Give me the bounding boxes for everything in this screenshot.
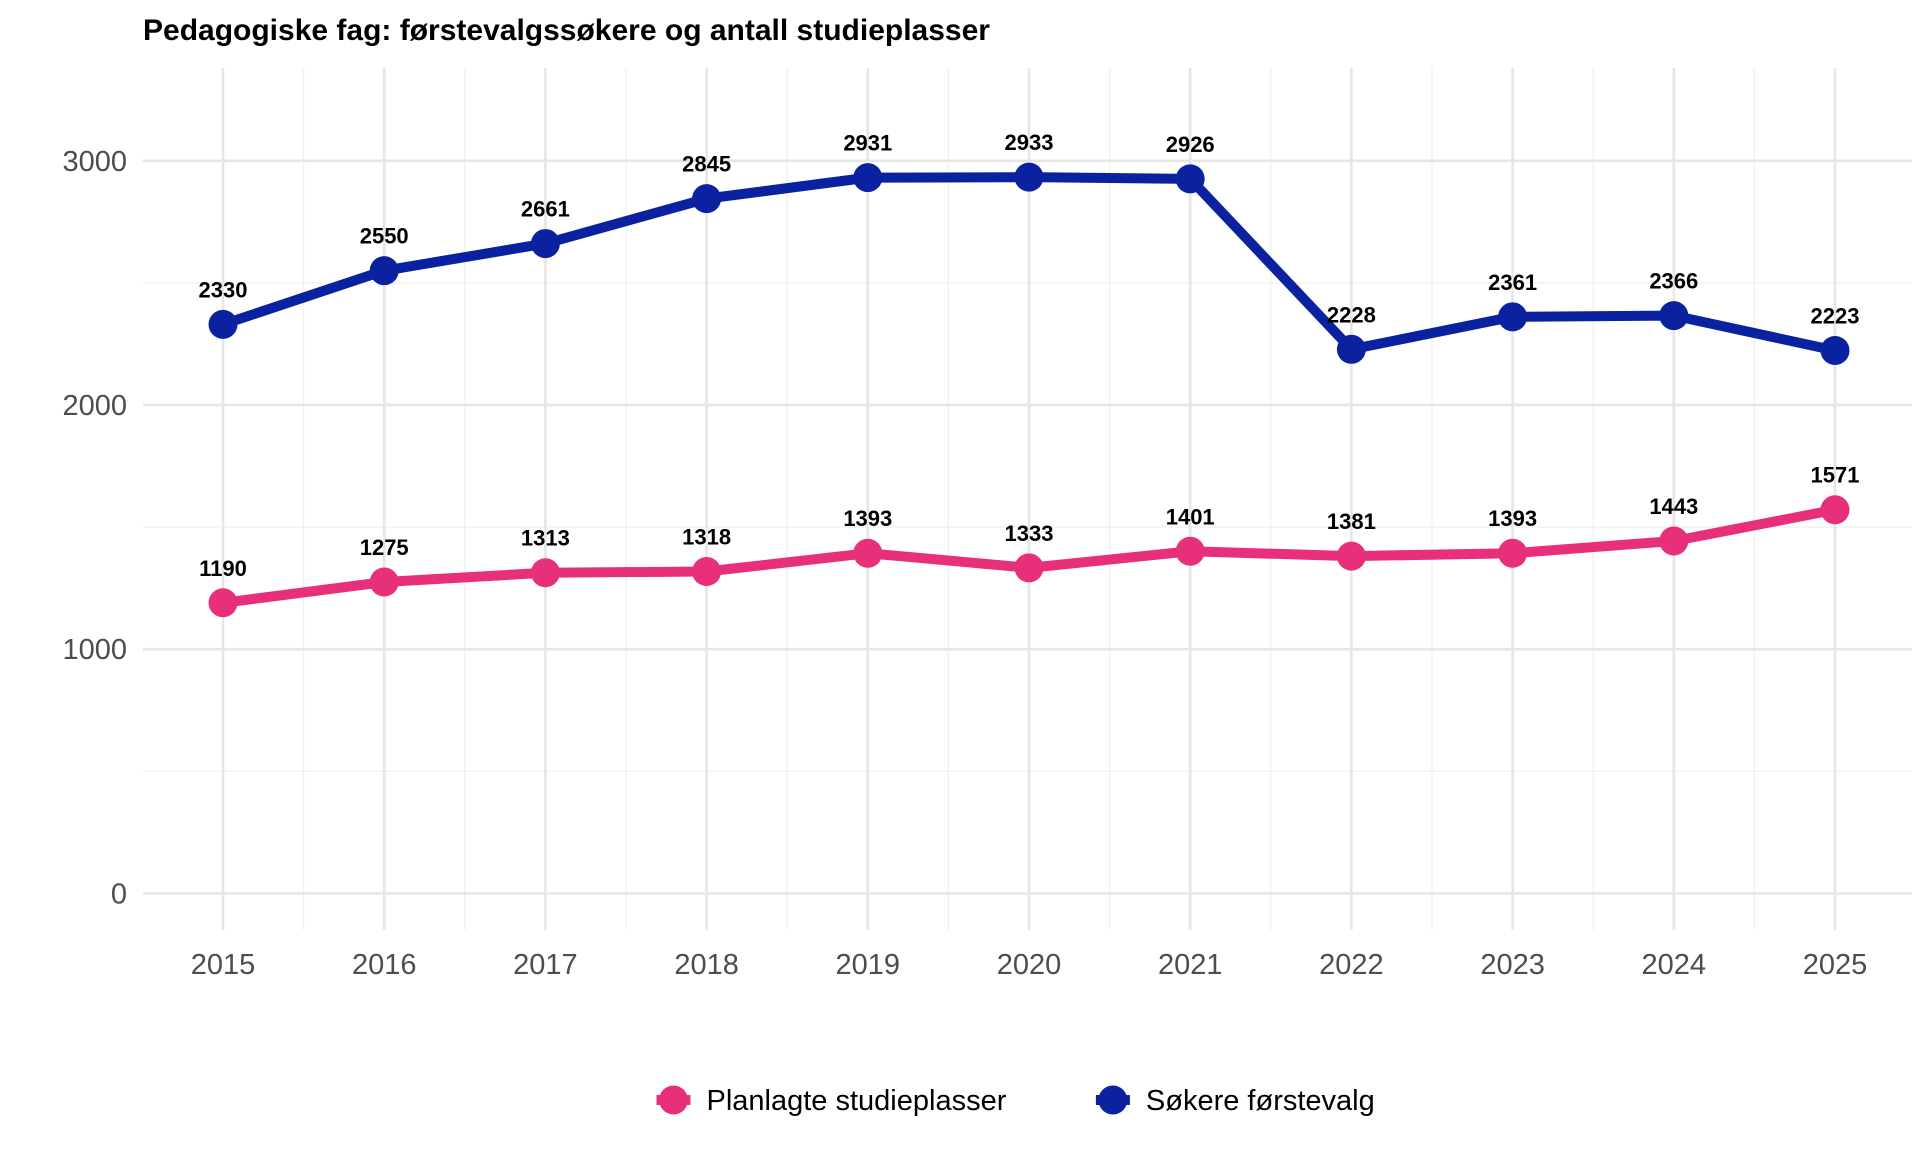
data-label: 1393 [1488,506,1537,531]
x-tick-label: 2016 [352,949,417,981]
data-point [1014,553,1044,583]
data-point [1659,301,1689,331]
legend-item: Søkere førstevalg [1095,1085,1375,1117]
data-label: 2845 [682,152,731,177]
y-tick-label: 2000 [62,390,127,422]
data-point [1498,302,1528,332]
x-tick-label: 2023 [1480,949,1545,981]
data-point [1336,541,1366,571]
legend-item: Planlagte studieplasser [656,1085,1007,1117]
chart-title: Pedagogiske fag: førstevalgssøkere og an… [143,14,990,47]
legend-label: Planlagte studieplasser [707,1085,1007,1117]
x-tick-label: 2015 [191,949,256,981]
data-point [369,567,399,597]
data-label: 2223 [1811,304,1860,329]
x-tick-label: 2020 [997,949,1062,981]
data-label: 2361 [1488,270,1537,295]
data-label: 1401 [1166,504,1215,529]
axis-labels: 0 1000 2000 3000 2015 2016 2017 2018 2019 2020 202… [62,146,1867,981]
data-label: 2661 [521,197,570,222]
data-label: 1381 [1327,509,1376,534]
data-point [530,229,560,259]
data-point [1175,536,1205,566]
data-point [1659,526,1689,556]
data-label: 2330 [199,277,248,302]
y-tick-label: 3000 [62,146,127,178]
series-planlagte-studieplasser: 1190 1275 1313 1318 1393 1333 1401 1381 1393 1443… [199,463,1859,618]
series-søkere-førstevalg: 2330 2550 2661 2845 2931 2933 2926 2228 2361 2366… [199,130,1860,366]
data-point [530,558,560,588]
grid [143,68,1912,930]
data-label: 1318 [682,525,731,550]
data-label: 1571 [1811,463,1860,488]
data-point [1820,495,1850,525]
data-point [1014,162,1044,192]
data-label: 2926 [1166,132,1215,157]
data-point [1820,336,1850,366]
data-label: 2550 [360,224,409,249]
data-label: 2933 [1005,130,1054,155]
series-layer: 2330 2550 2661 2845 2931 2933 2926 2228 2361 2366… [199,130,1860,618]
x-tick-label: 2022 [1319,949,1384,981]
data-label: 1275 [360,535,409,560]
y-tick-label: 1000 [62,634,127,666]
x-tick-label: 2025 [1803,949,1868,981]
data-point [853,538,883,568]
data-point [853,163,883,193]
data-point [1175,164,1205,194]
data-label: 1333 [1005,521,1054,546]
y-tick-label: 0 [111,878,127,910]
data-point [1498,538,1528,568]
data-label: 1393 [843,506,892,531]
data-label: 1190 [199,556,247,581]
legend: Planlagte studieplasser Søkere førstevalg [656,1085,1375,1117]
data-point [208,309,238,339]
data-point [1336,334,1366,364]
data-point [692,557,722,587]
data-label: 2366 [1649,269,1698,294]
data-point [369,256,399,286]
x-tick-label: 2019 [836,949,901,981]
x-tick-label: 2017 [513,949,578,981]
x-tick-label: 2021 [1158,949,1223,981]
legend-key-marker [659,1085,688,1115]
data-point [692,184,722,214]
data-label: 2228 [1327,302,1376,327]
data-point [208,588,238,618]
data-label: 1443 [1649,494,1698,519]
legend-key-marker [1098,1085,1128,1115]
legend-label: Søkere førstevalg [1146,1085,1375,1117]
x-tick-label: 2018 [674,949,739,981]
x-tick-label: 2024 [1642,949,1707,981]
data-label: 2931 [843,131,892,156]
data-label: 1313 [521,526,570,551]
